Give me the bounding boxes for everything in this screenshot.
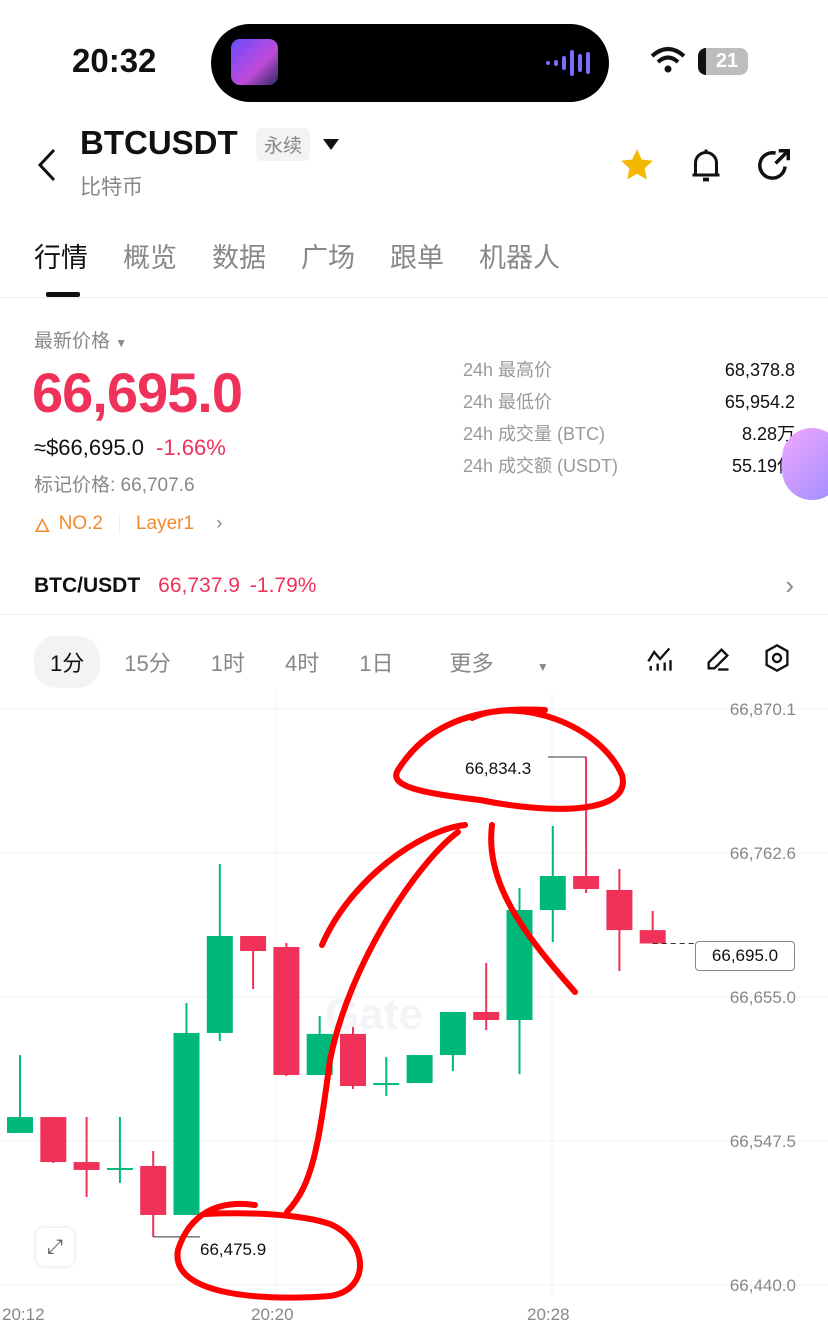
stat-row: 24h 成交额 (USDT) 55.19亿 xyxy=(463,456,795,476)
y-tick-label: 66,440.0 xyxy=(729,1276,796,1295)
candle-body xyxy=(606,889,633,931)
tab-data[interactable]: 数据 xyxy=(212,243,266,273)
rank-tag: NO.2 xyxy=(58,512,103,534)
chevron-right-icon: › xyxy=(216,512,223,534)
caret-down-icon: ▼ xyxy=(115,336,128,350)
candle-body xyxy=(473,1011,500,1020)
category-tag: Layer1 xyxy=(135,512,195,534)
spot-price: 66,737.9 xyxy=(158,573,240,597)
tab-bots[interactable]: 机器人 xyxy=(479,243,560,273)
current-price-tag: 66,695.0 xyxy=(695,941,795,971)
y-tick-label: 66,547.5 xyxy=(729,1132,796,1151)
spot-pair: BTC/USDT xyxy=(34,573,141,597)
status-time: 20:32 xyxy=(72,42,157,79)
candle-body xyxy=(40,1117,67,1163)
y-tick-label: 66,870.1 xyxy=(729,700,796,719)
draw-pencil-icon[interactable] xyxy=(704,645,732,673)
x-tick-label: 20:20 xyxy=(251,1305,294,1324)
candle-body xyxy=(106,1167,133,1170)
now-playing-artwork xyxy=(231,39,278,85)
x-tick-label: 20:12 xyxy=(2,1305,45,1324)
price-type-select[interactable]: 最新价格 ▼ xyxy=(34,326,127,353)
contract-type-badge: 永续 xyxy=(256,128,311,161)
main-tabs: 行情 概览 数据 广场 跟单 机器人 xyxy=(34,236,560,275)
y-tick-label: 66,655.0 xyxy=(729,988,796,1007)
active-tab-indicator xyxy=(46,292,80,297)
price-change: -1.66% xyxy=(156,435,226,460)
indicators-icon[interactable] xyxy=(646,645,674,673)
fullscreen-expand-icon[interactable]: ⤢ xyxy=(36,1228,74,1266)
candle-body xyxy=(373,1083,400,1086)
symbol-title[interactable]: BTCUSDT xyxy=(80,124,238,161)
candle-body xyxy=(539,876,566,911)
bell-icon[interactable] xyxy=(688,146,724,186)
y-tick-label: 66,762.6 xyxy=(729,844,796,863)
timeframe-more[interactable]: 更多 ▼ xyxy=(417,636,588,688)
24h-stats: 24h 最高价 68,378.8 24h 最低价 65,954.2 24h 成交量 … xyxy=(463,356,795,484)
candle-body xyxy=(140,1165,167,1215)
divider xyxy=(0,297,828,298)
candle-body xyxy=(206,935,233,1033)
stat-row: 24h 最高价 68,378.8 xyxy=(463,360,795,380)
tab-copy-trading[interactable]: 跟单 xyxy=(390,243,444,273)
candle-body xyxy=(7,1117,33,1133)
high-price-label: 66,834.3 xyxy=(465,759,532,779)
timeframe-4h[interactable]: 4时 xyxy=(284,651,320,676)
tab-overview[interactable]: 概览 xyxy=(123,243,177,273)
timeframe-1h[interactable]: 1时 xyxy=(210,651,245,676)
candle-body xyxy=(173,1032,200,1215)
timeframe-1d[interactable]: 1日 xyxy=(359,651,394,676)
mark-price: 标记价格: 66,707.6 xyxy=(34,475,195,496)
candle-body xyxy=(506,910,533,1020)
candle-body xyxy=(340,1033,366,1086)
caret-down-icon: ▼ xyxy=(533,660,549,674)
dropdown-caret-icon[interactable] xyxy=(323,139,339,151)
share-icon[interactable] xyxy=(755,146,793,184)
candle-body xyxy=(573,876,600,889)
settings-icon[interactable] xyxy=(763,643,791,673)
wifi-icon xyxy=(650,47,686,73)
tab-square[interactable]: 广场 xyxy=(301,243,355,273)
flame-icon: 🜂 xyxy=(34,516,51,537)
candle-body xyxy=(639,930,666,944)
spot-pair-row[interactable]: BTC/USDT 66,737.9 -1.79% › xyxy=(34,570,794,601)
candle-body xyxy=(306,1033,333,1076)
candle-body xyxy=(439,1011,466,1056)
stat-row: 24h 成交量 (BTC) 8.28万 xyxy=(463,424,795,444)
candle-body xyxy=(73,1162,100,1170)
timeframe-1m[interactable]: 1分 xyxy=(34,636,101,688)
stat-row: 24h 最低价 65,954.2 xyxy=(463,392,795,412)
candle-body xyxy=(240,935,267,951)
tag-row[interactable]: 🜂 NO.2 Layer1 › xyxy=(34,504,222,543)
x-tick-label: 20:28 xyxy=(527,1305,570,1324)
chevron-right-icon: › xyxy=(785,570,794,600)
candle-body xyxy=(273,946,300,1076)
last-price: 66,695.0 xyxy=(32,361,243,424)
audio-wave-icon xyxy=(546,48,590,78)
timeframe-selector: 1分 15分 1时 4时 1日 更多 ▼ xyxy=(34,636,597,688)
back-icon[interactable] xyxy=(36,148,58,182)
timeframe-15m[interactable]: 15分 xyxy=(124,651,171,676)
star-icon[interactable] xyxy=(618,146,656,184)
asset-name: 比特币 xyxy=(80,176,143,199)
floating-assistant-button[interactable] xyxy=(782,428,828,500)
tab-market[interactable]: 行情 xyxy=(34,243,88,273)
low-price-label: 66,475.9 xyxy=(200,1240,267,1260)
spot-change: -1.79% xyxy=(249,573,317,597)
watermark: Gate xyxy=(325,990,423,1039)
battery-icon: 21 xyxy=(698,48,748,75)
candle-body xyxy=(406,1055,433,1084)
divider xyxy=(0,614,828,615)
price-type-label: 最新价格 xyxy=(34,331,111,352)
usd-price: ≈$66,695.0 xyxy=(34,435,144,460)
